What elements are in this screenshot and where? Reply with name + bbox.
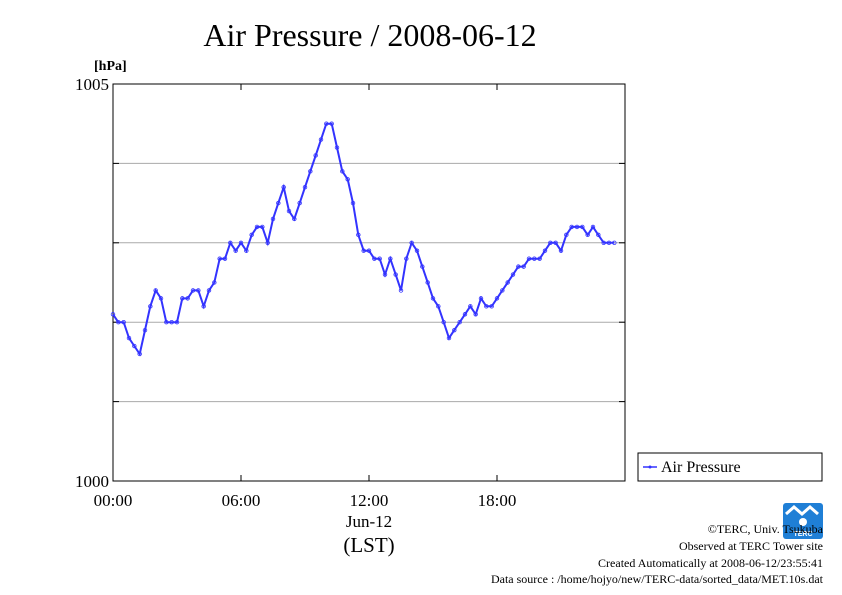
- x-tick-label: 00:00: [94, 491, 133, 510]
- y-tick-label: 1005: [75, 75, 109, 94]
- logo-wave-shape: [785, 505, 819, 516]
- x-tick-label: 12:00: [350, 491, 389, 510]
- logo-text: TERC: [793, 531, 812, 538]
- chart-title: Air Pressure / 2008-06-12: [203, 17, 536, 53]
- created-text: Created Automatically at 2008-06-12/23:5…: [598, 556, 823, 570]
- x-tick-label: 18:00: [478, 491, 517, 510]
- date-label: Jun-12: [346, 512, 392, 531]
- legend-box: [637, 452, 823, 482]
- data-points: [110, 121, 617, 357]
- air-pressure-line: [112, 122, 615, 357]
- x-axis-title: (LST): [343, 533, 394, 557]
- y-tick-label: 1000: [75, 472, 109, 491]
- y-axis-unit-label: [hPa]: [94, 59, 127, 74]
- observed-text: Observed at TERC Tower site: [679, 539, 823, 553]
- data-point: [238, 240, 244, 245]
- terc-logo-icon: TERC: [783, 503, 823, 539]
- y-axis: 1000 1005: [75, 75, 625, 491]
- plot-frame: [112, 83, 626, 482]
- legend: Air Pressure: [637, 452, 823, 482]
- x-axis: 00:00 06:00 12:00 18:00: [94, 84, 517, 510]
- credit-text: ©TERC, Univ. Tsukuba: [708, 522, 824, 536]
- logo-drop-shape: [799, 518, 807, 526]
- legend-swatch-dot: [648, 465, 652, 469]
- data-point: [585, 232, 590, 238]
- x-tick-label: 06:00: [222, 491, 261, 510]
- source-text: Data source : /home/hojyo/new/TERC-data/…: [491, 572, 824, 586]
- legend-label: Air Pressure: [661, 459, 741, 476]
- grid-lines: [113, 162, 625, 403]
